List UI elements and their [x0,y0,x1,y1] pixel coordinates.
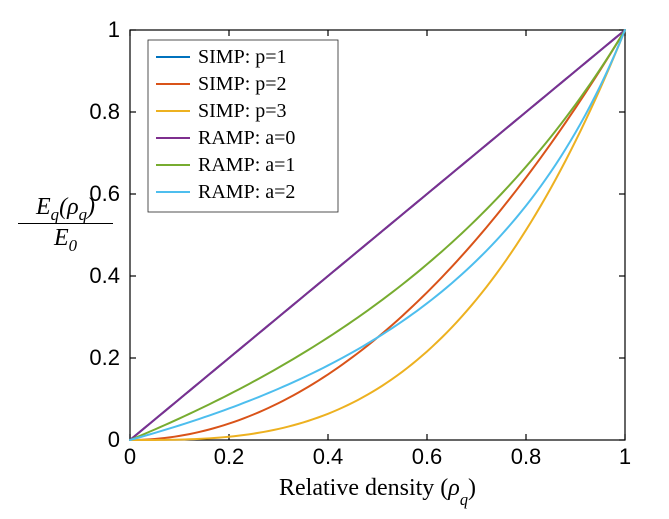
legend-label: SIMP: p=3 [198,100,287,122]
chart-container: Eq(ρq) E0 00.20.40.60.8100.20.40.60.81Re… [0,0,669,519]
legend-label: RAMP: a=1 [198,154,295,176]
x-tick-label: 0.8 [511,444,542,469]
legend-label: SIMP: p=1 [198,46,287,68]
x-tick-label: 1 [619,444,631,469]
ylabel-num-close: ) [87,194,95,220]
ylabel-den-E: E [54,225,69,251]
x-tick-label: 0.6 [412,444,443,469]
y-axis-label: Eq(ρq) E0 [18,195,113,255]
y-tick-label: 1 [108,17,120,42]
x-tick-label: 0.2 [214,444,245,469]
ylabel-num-rho-sub: q [79,205,87,224]
legend-label: SIMP: p=2 [198,73,287,95]
y-tick-label: 0.2 [89,345,120,370]
y-tick-label: 0.8 [89,99,120,124]
legend-label: RAMP: a=2 [198,181,295,203]
y-tick-label: 0 [108,427,120,452]
ylabel-den-sub: 0 [69,236,77,255]
x-tick-label: 0 [124,444,136,469]
x-tick-label: 0.4 [313,444,344,469]
y-tick-label: 0.4 [89,263,120,288]
ylabel-num-open: ( [59,194,67,220]
ylabel-num-sub: q [51,205,59,224]
ylabel-num-E: E [36,194,51,220]
chart-svg: 00.20.40.60.8100.20.40.60.81Relative den… [0,0,669,519]
legend-label: RAMP: a=0 [198,127,295,149]
ylabel-num-rho: ρ [67,194,79,220]
x-axis-label: Relative density (ρq) [279,475,476,509]
